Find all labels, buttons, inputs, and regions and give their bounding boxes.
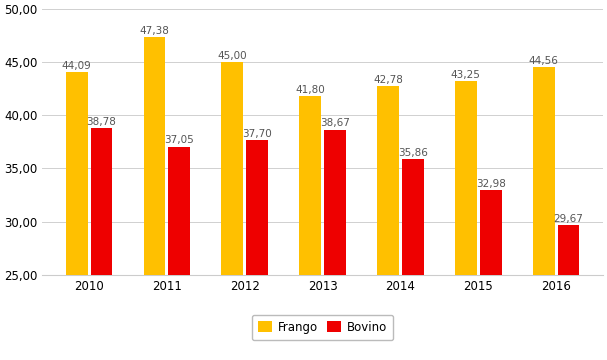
Text: 37,05: 37,05 xyxy=(164,135,194,145)
Bar xyxy=(377,86,399,360)
Bar xyxy=(455,81,476,360)
Bar xyxy=(533,67,555,360)
Text: 44,09: 44,09 xyxy=(62,61,92,71)
Text: 38,67: 38,67 xyxy=(320,118,350,128)
Text: 29,67: 29,67 xyxy=(554,214,583,224)
Text: 45,00: 45,00 xyxy=(217,51,247,61)
Bar xyxy=(222,62,243,360)
Bar xyxy=(299,96,321,360)
Text: 38,78: 38,78 xyxy=(87,117,117,127)
Text: 42,78: 42,78 xyxy=(373,75,403,85)
Text: 37,70: 37,70 xyxy=(242,129,272,139)
Text: 44,56: 44,56 xyxy=(529,56,558,66)
Bar xyxy=(480,190,501,360)
Bar xyxy=(90,128,112,360)
Text: 41,80: 41,80 xyxy=(295,85,325,95)
Text: 43,25: 43,25 xyxy=(451,69,481,80)
Legend: Frango, Bovino: Frango, Bovino xyxy=(252,315,393,340)
Bar xyxy=(402,159,424,360)
Bar xyxy=(324,130,346,360)
Bar xyxy=(144,37,165,360)
Bar xyxy=(169,147,190,360)
Text: 47,38: 47,38 xyxy=(140,26,169,36)
Bar xyxy=(66,72,87,360)
Bar xyxy=(246,140,268,360)
Text: 32,98: 32,98 xyxy=(476,179,506,189)
Bar xyxy=(558,225,580,360)
Text: 35,86: 35,86 xyxy=(398,148,428,158)
